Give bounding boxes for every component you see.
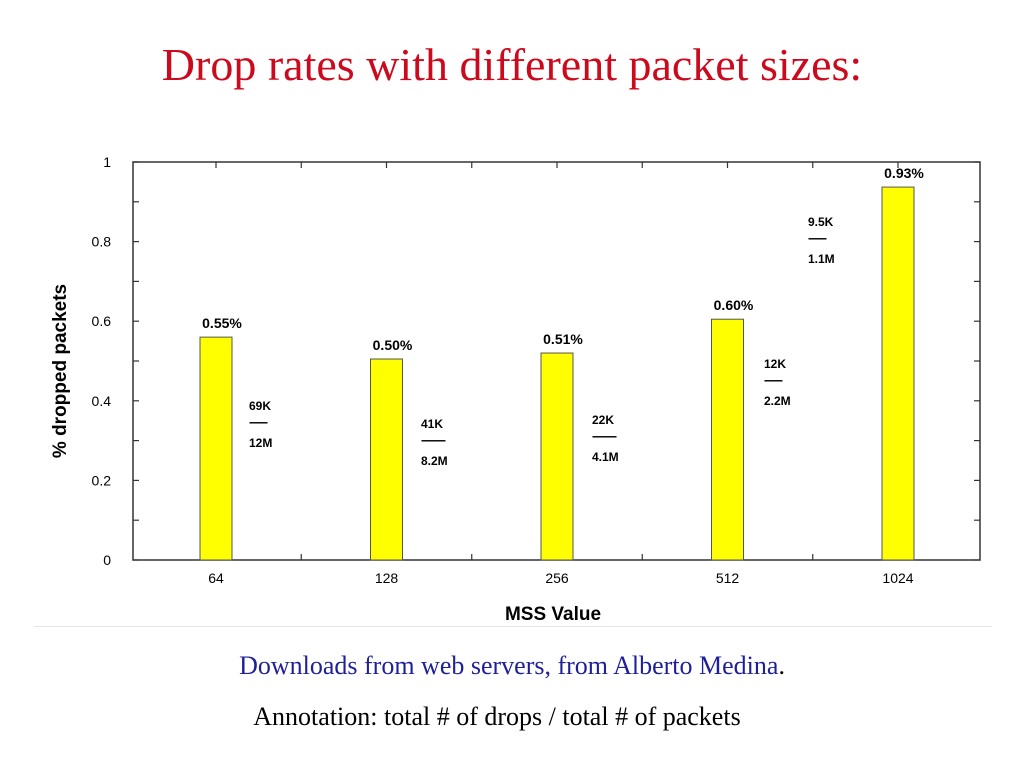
y-tick-label: 0.6 [92,313,112,329]
bar [199,336,233,561]
annotation-line: ------ [764,373,783,387]
chart-labels: 0 0.2 0.4 0.6 0.8 1 64 128 256 512 1024 0.55% 0.50% 0… [92,154,925,586]
annotation-drops: 41K [421,417,443,431]
annotation-line: ------ [249,415,268,429]
divider-line [34,626,992,627]
annotation-line: -------- [421,433,446,447]
annotation-packets: 8.2M [421,454,448,468]
y-tick-label: 1 [103,154,111,170]
y-tick-label: 0 [103,552,111,568]
annotation-line: -------- [592,429,617,443]
chart-bars [199,186,915,561]
bar-data-label: 0.51% [543,331,583,347]
annotation-packets: 2.2M [764,394,791,408]
caption-source: Downloads from web servers, from Alberto… [0,651,1024,681]
annotation-drops: 12K [764,357,786,371]
annotation-drops: 9.5K [808,215,834,229]
caption-source-period: . [778,651,785,680]
annotation-drops: 69K [249,399,271,413]
x-tick-label: 64 [208,570,224,586]
bar [881,186,915,561]
drop-rate-bar-chart: 0 0.2 0.4 0.6 0.8 1 64 128 256 512 1024 0.55% 0.50% 0… [50,154,981,625]
bar [711,318,744,561]
slide-title: Drop rates with different packet sizes: [161,39,863,90]
bar-data-label: 0.93% [884,165,924,181]
annotation-drops: 22K [592,413,614,427]
y-tick-label: 0.8 [92,234,112,250]
bar-data-label: 0.55% [202,315,242,331]
annotation-packets: 1.1M [808,252,835,266]
y-axis-label: % dropped packets [50,284,71,458]
x-tick-label: 128 [375,570,399,586]
bar [370,358,403,561]
annotation-line: ------ [808,231,827,245]
bar-data-label: 0.60% [714,297,754,313]
annotation-packets: 12M [249,436,272,450]
y-tick-label: 0.4 [92,393,112,409]
x-tick-label: 512 [716,570,740,586]
caption-source-text: Downloads from web servers, from Alberto… [239,651,779,680]
x-tick-label: 256 [545,570,569,586]
caption-annotation-note: Annotation: total # of drops / total # o… [253,702,741,731]
x-tick-label: 1024 [882,570,913,586]
x-axis-label: MSS Value [505,604,601,625]
bar-data-label: 0.50% [373,337,413,353]
annotation-packets: 4.1M [592,450,619,464]
y-tick-label: 0.2 [92,472,112,488]
bar [540,352,574,561]
